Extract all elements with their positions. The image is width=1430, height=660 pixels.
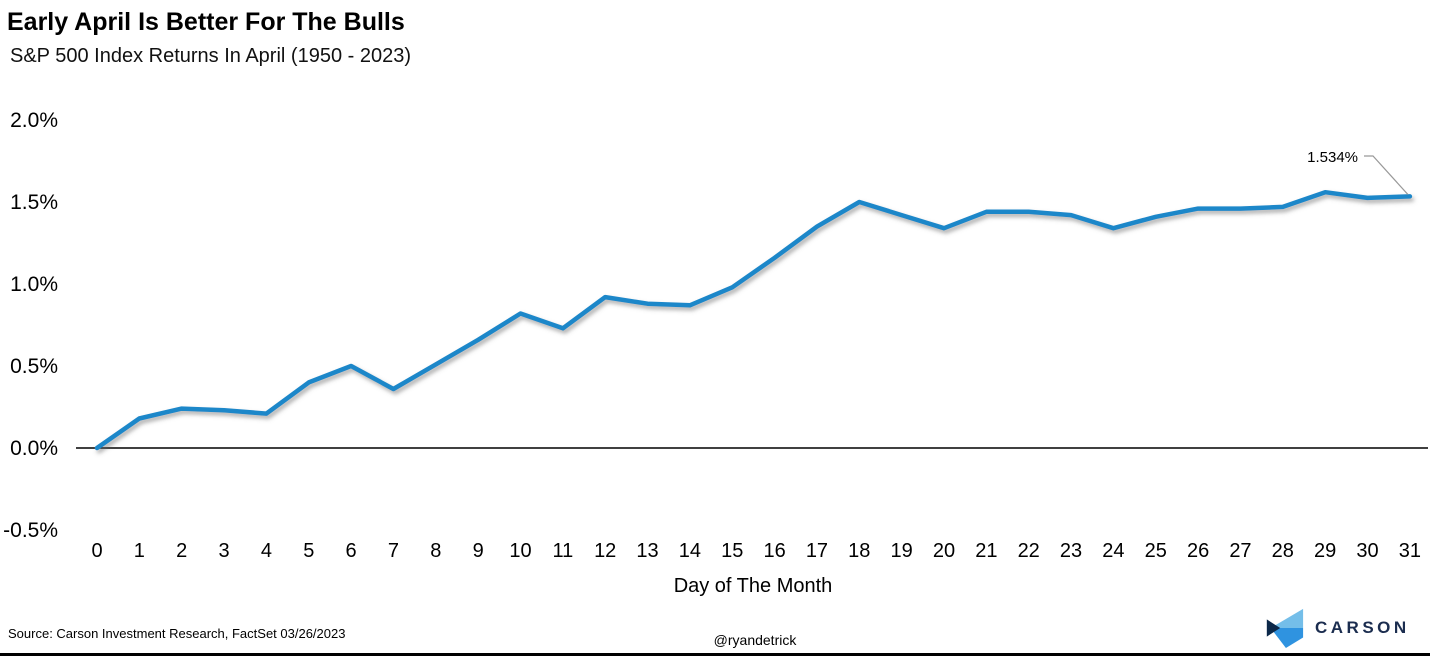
x-axis-tick-label: 27	[1229, 540, 1251, 562]
chart-title: Early April Is Better For The Bulls	[7, 8, 405, 36]
x-axis-tick-label: 1	[134, 540, 145, 562]
y-axis-tick-label: 0.0%	[10, 437, 58, 460]
x-axis-tick-label: 10	[509, 540, 531, 562]
x-axis-tick-label: 20	[933, 540, 955, 562]
line-chart: 2.0%1.5%1.0%0.5%0.0%-0.5%0 1 2 3 4 5 6 7 8 9 10 11 1…	[3, 109, 1428, 597]
sp500-april-returns-line	[94, 189, 1413, 451]
x-axis-tick-label: 17	[806, 540, 828, 562]
bottom-divider	[0, 653, 1430, 656]
x-axis-tick-label: 19	[891, 540, 913, 562]
x-axis-tick-label: 3	[218, 540, 229, 562]
x-axis-tick-label: 14	[679, 540, 701, 562]
carson-logo: CARSON	[1263, 606, 1410, 650]
x-axis-tick-label: 0	[91, 540, 102, 562]
x-axis-tick-label: 26	[1187, 540, 1209, 562]
x-axis-tick-label: 7	[388, 540, 399, 562]
y-axis-tick-label: -0.5%	[3, 519, 58, 542]
x-axis-tick-label: 22	[1018, 540, 1040, 562]
x-axis-tick-label: 15	[721, 540, 743, 562]
carson-logo-text: CARSON	[1315, 618, 1410, 637]
x-axis-tick-label: 18	[848, 540, 870, 562]
carson-logo-icon	[1266, 608, 1304, 649]
x-axis-tick-label: 21	[975, 540, 997, 562]
last-value-annotation: 1.534%	[1307, 149, 1358, 166]
x-axis-tick-label: 13	[636, 540, 658, 562]
x-axis-title: Day of The Month	[674, 575, 833, 597]
x-axis-tick-label: 28	[1272, 540, 1294, 562]
chart-subtitle: S&P 500 Index Returns In April (1950 - 2…	[10, 45, 411, 67]
x-axis-tick-label: 5	[303, 540, 314, 562]
x-axis-tick-label: 25	[1145, 540, 1167, 562]
twitter-handle: @ryandetrick	[713, 632, 797, 648]
x-axis-tick-label: 2	[176, 540, 187, 562]
x-axis-tick-label: 9	[473, 540, 484, 562]
x-axis-tick-label: 31	[1399, 540, 1421, 562]
x-axis-tick-label: 8	[430, 540, 441, 562]
x-axis-tick-label: 29	[1314, 540, 1336, 562]
y-axis-tick-label: 0.5%	[10, 355, 58, 378]
x-axis-tick-label: 30	[1356, 540, 1378, 562]
x-axis-tick-label: 4	[261, 540, 272, 562]
annotation-connector-line	[1364, 155, 1409, 195]
x-axis-tick-label: 24	[1102, 540, 1124, 562]
x-axis-tick-label: 11	[552, 540, 573, 562]
y-axis-tick-label: 1.5%	[10, 191, 58, 214]
x-axis-tick-label: 6	[346, 540, 357, 562]
source-note: Source: Carson Investment Research, Fact…	[8, 626, 346, 641]
x-axis-tick-label: 23	[1060, 540, 1082, 562]
y-axis-tick-label: 2.0%	[10, 109, 58, 132]
x-axis-tick-label: 16	[763, 540, 785, 562]
x-axis-tick-label: 12	[594, 540, 616, 562]
y-axis-tick-label: 1.0%	[10, 273, 58, 296]
